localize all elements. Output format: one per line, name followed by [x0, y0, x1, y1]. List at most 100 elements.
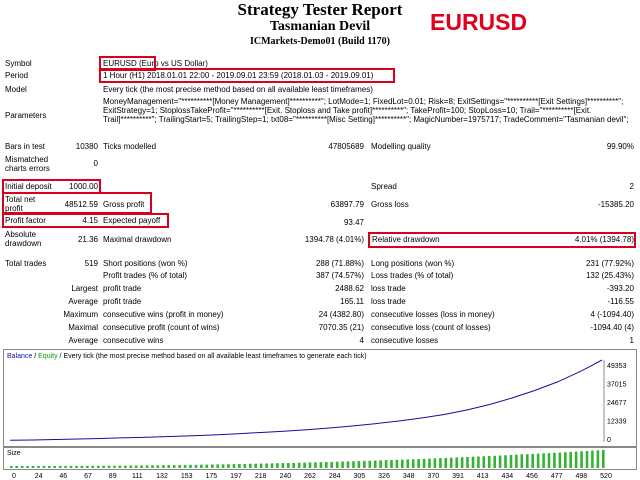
expert-name: Tasmanian Devil [269, 19, 371, 34]
size-bar [487, 456, 491, 468]
x-tick-label: 391 [452, 473, 464, 480]
size-bar [270, 463, 274, 468]
largest-profit-value: 2488.62 [335, 284, 364, 293]
size-bar [471, 456, 475, 468]
size-bar [569, 451, 572, 468]
size-bar [80, 465, 84, 468]
x-tick-label: 0 [12, 473, 16, 480]
size-bar [357, 461, 361, 468]
total-trades-value: 519 [84, 259, 98, 268]
average-consec-loss-value: 1 [629, 336, 634, 345]
size-bar [64, 465, 67, 468]
size-bar [406, 459, 410, 468]
size-bar [536, 453, 540, 468]
size-bar [26, 466, 29, 468]
size-bar [520, 454, 524, 468]
size-bar [151, 465, 154, 468]
x-tick-label: 413 [477, 473, 489, 480]
size-bar [265, 463, 268, 468]
profit-trades-value: 387 (74.57%) [315, 271, 364, 280]
size-chart: Size [3, 447, 637, 470]
size-bar [140, 465, 143, 468]
size-chart-svg [10, 450, 605, 468]
symbol-label: Symbol [5, 59, 32, 68]
mismatched-label: Mismatched charts errors [5, 155, 50, 173]
size-bar [53, 465, 56, 468]
size-bar [531, 453, 534, 468]
size-bar [91, 465, 95, 468]
size-bar [303, 462, 306, 468]
profit-trades-label: Profit trades (% of total) [103, 271, 188, 280]
spread-value: 2 [629, 182, 634, 191]
expected-payoff-label: Expected payoff [103, 216, 161, 225]
x-tick-label: 284 [329, 473, 341, 480]
maximum-profit-label: consecutive wins (profit in money) [103, 310, 224, 319]
short-positions-label: Short positions (won %) [103, 259, 188, 268]
size-bar [558, 452, 562, 468]
report-title: Strategy Tester Report [237, 0, 403, 19]
x-tick-label: 262 [304, 473, 316, 480]
highlight-profit-factor [2, 213, 169, 228]
average-consec-label: Average [68, 336, 98, 345]
size-bar [259, 463, 263, 468]
size-bar [580, 451, 583, 468]
average-loss-label: loss trade [371, 297, 406, 306]
size-bar [325, 462, 328, 468]
size-bar [547, 453, 551, 468]
largest-loss-value: -393.20 [606, 284, 634, 293]
absolute-drawdown-label: Absolute drawdown [5, 230, 42, 248]
size-bar [118, 465, 122, 468]
maximum-loss-label: consecutive losses (loss in money) [371, 310, 495, 319]
size-bar [276, 463, 279, 468]
size-bar [308, 462, 312, 468]
profit-factor-value: 4.15 [82, 216, 98, 225]
size-bar [129, 465, 133, 468]
mismatched-value: 0 [93, 159, 98, 168]
size-bar [319, 462, 323, 468]
x-tick-label: 456 [526, 473, 538, 480]
size-bar [585, 451, 589, 468]
loss-trades-value: 132 (25.43%) [585, 271, 634, 280]
balance-chart-svg: 49353 37015 24677 12339 0 [9, 359, 627, 444]
size-bar [10, 466, 13, 468]
size-bar [526, 454, 529, 468]
relative-drawdown-value: 4.01% (1394.78) [574, 235, 634, 244]
y-tick-label: 24677 [607, 400, 627, 407]
legend-sep: / [32, 353, 39, 360]
maximal-profit-label: consecutive profit (count of wins) [103, 323, 220, 332]
spread-label: Spread [371, 182, 397, 191]
symbol-tag: EURUSD [430, 9, 528, 35]
size-bar [145, 465, 149, 468]
size-bar [411, 459, 415, 468]
maximal-loss-label: consecutive loss (count of losses) [371, 323, 491, 332]
size-bar [249, 463, 252, 468]
size-bar [37, 466, 40, 468]
average-label: Average [68, 297, 98, 306]
size-bar [449, 457, 453, 468]
x-tick-label: 218 [255, 473, 267, 480]
quality-value: 99.90% [606, 142, 634, 151]
size-bar [596, 450, 600, 468]
ticks-value: 47805689 [328, 142, 364, 151]
average-consec-profit-value: 4 [359, 336, 364, 345]
x-tick-label: 67 [84, 473, 92, 480]
long-positions-value: 231 (77.92%) [585, 259, 634, 268]
x-tick-label: 477 [551, 473, 563, 480]
largest-label: Largest [71, 284, 98, 293]
size-bar [352, 461, 355, 468]
size-bar [493, 455, 496, 468]
period-label: Period [5, 71, 29, 80]
period-value: 1 Hour (H1) 2018.01.01 22:00 - 2019.09.0… [103, 71, 374, 80]
x-tick-label: 348 [403, 473, 415, 480]
maximal-profit-value: 7070.35 (21) [318, 323, 364, 332]
gross-profit-value: 63897.79 [330, 200, 364, 209]
expected-payoff-value: 93.47 [343, 218, 364, 227]
x-tick-label: 46 [59, 473, 67, 480]
size-bar [401, 459, 404, 468]
size-bar [368, 460, 372, 468]
size-bar [504, 455, 507, 468]
size-bar [15, 466, 18, 468]
y-tick-label: 0 [607, 437, 611, 444]
gross-loss-label: Gross loss [371, 200, 409, 209]
size-bar [417, 459, 420, 468]
